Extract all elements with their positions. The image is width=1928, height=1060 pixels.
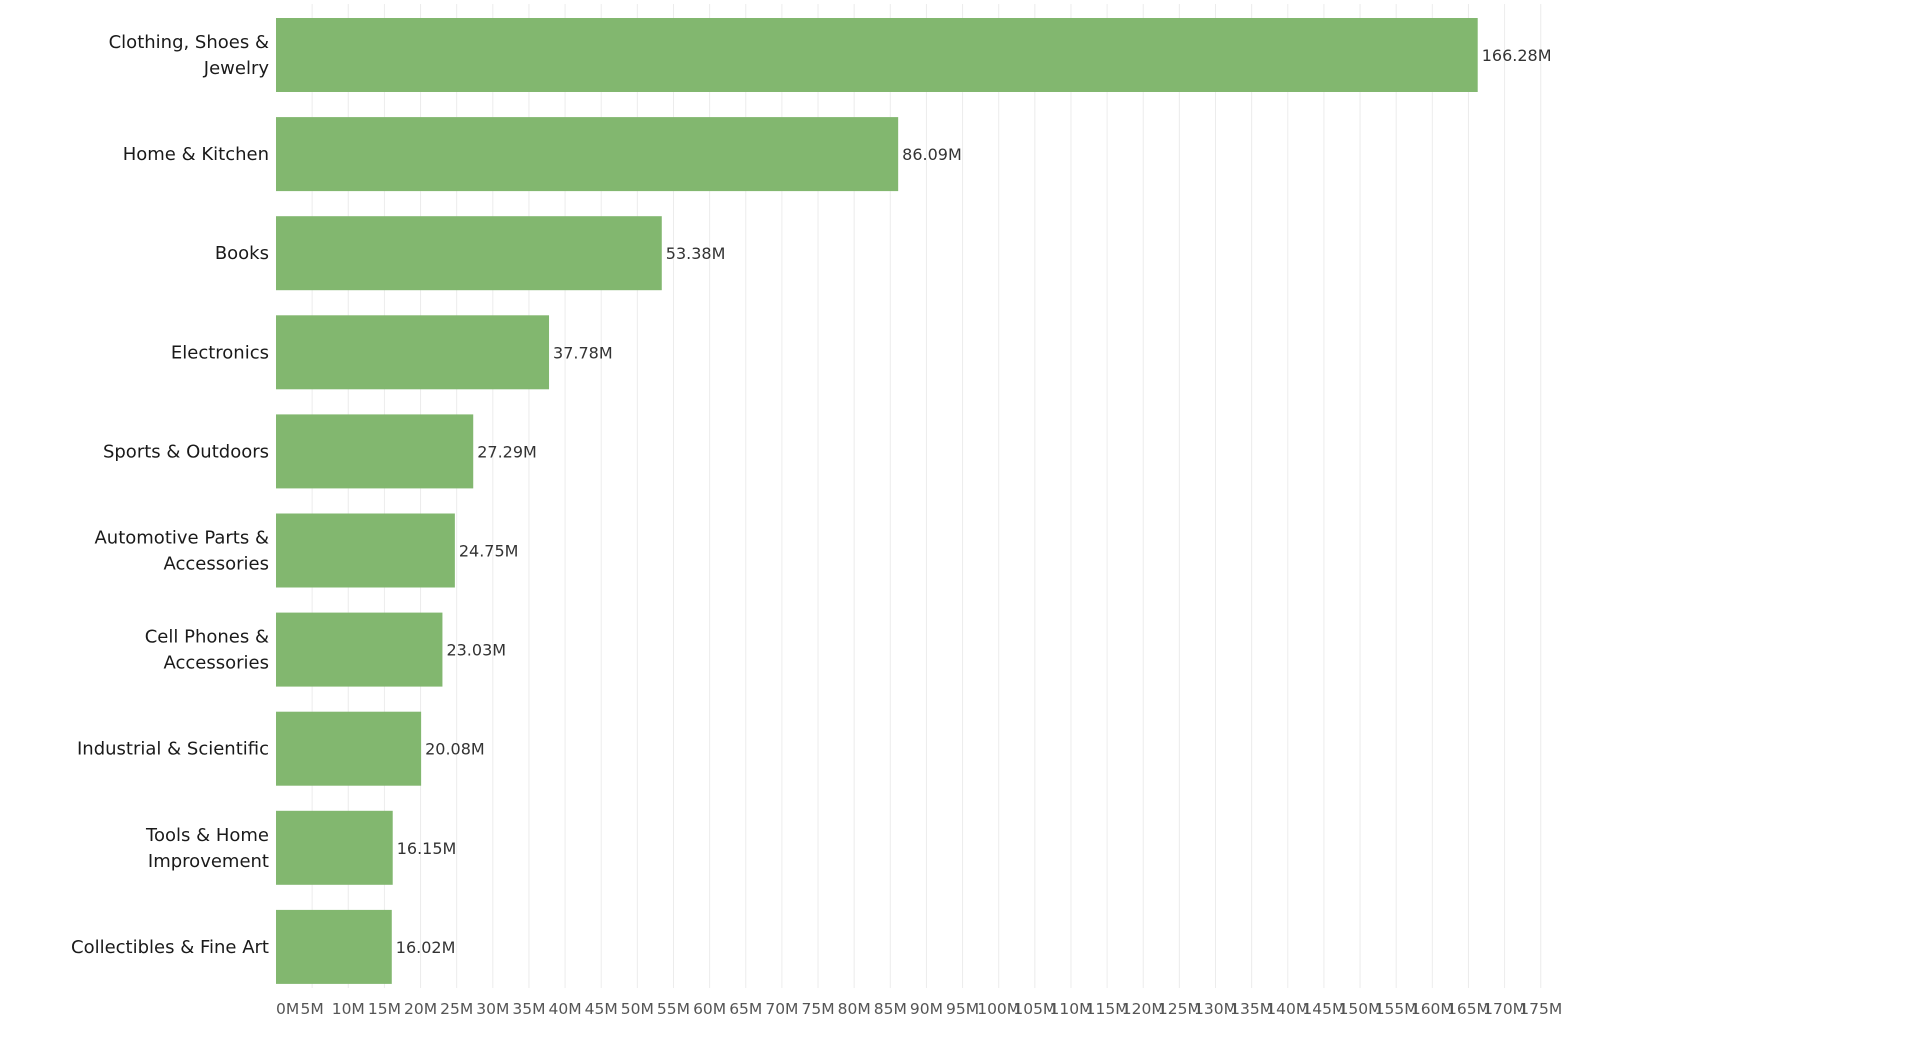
category-label-line: Books [215, 243, 269, 264]
category-label-line: Home & Kitchen [123, 144, 269, 165]
x-tick-label: 100M [977, 1000, 1020, 1018]
data-label: 53.38M [666, 244, 726, 263]
data-label: 24.75M [459, 542, 519, 561]
bar [276, 117, 899, 192]
category-label-line: Collectibles & Fine Art [71, 937, 269, 958]
bar [276, 810, 393, 885]
x-tick-label: 10M [332, 1000, 365, 1018]
category-label: Tools & Home Improvement [145, 825, 269, 872]
category-label-line: Automotive Parts & [94, 528, 269, 549]
category-label-line: Electronics [171, 342, 269, 363]
x-tick-label: 115M [1086, 1000, 1129, 1018]
category-label-line: Improvement [148, 851, 269, 872]
x-tick-label: 90M [910, 1000, 943, 1018]
category-label: Sports & Outdoors [103, 441, 269, 462]
data-label: 16.15M [397, 839, 457, 858]
x-tick-label: 110M [1049, 1000, 1092, 1018]
category-label: Industrial & Scientific [77, 739, 269, 760]
category-label-line: Cell Phones & [145, 627, 269, 648]
category-label: Books [215, 243, 269, 264]
x-tick-label: 65M [729, 1000, 762, 1018]
category-label-line: Accessories [164, 554, 270, 575]
x-tick-label: 15M [368, 1000, 401, 1018]
bar [276, 315, 550, 390]
x-tick-label: 150M [1339, 1000, 1382, 1018]
x-tick-label: 140M [1266, 1000, 1309, 1018]
x-tick-label: 70M [765, 1000, 798, 1018]
data-label: 86.09M [902, 145, 962, 164]
data-label: 37.78M [553, 343, 613, 362]
x-axis-ticks: 0M 5M 10M 15M 20M 25M 30M 35M 40M 45M 50M 55M 60M 65M… [276, 1000, 1562, 1018]
x-tick-label: 165M [1447, 1000, 1490, 1018]
x-tick-label: 135M [1230, 1000, 1273, 1018]
data-label: 20.08M [425, 740, 485, 759]
bar [276, 612, 443, 687]
category-label-line: Sports & Outdoors [103, 441, 269, 462]
x-tick-label: 145M [1302, 1000, 1345, 1018]
category-label: Electronics [171, 342, 269, 363]
bar [276, 909, 392, 984]
x-tick-label: 20M [404, 1000, 437, 1018]
bar [276, 711, 422, 786]
x-tick-label: 5M [301, 1000, 324, 1018]
bar [276, 513, 455, 588]
x-tick-label: 120M [1122, 1000, 1165, 1018]
bar [276, 414, 474, 489]
x-tick-label: 95M [946, 1000, 979, 1018]
category-label-line: Accessories [164, 653, 270, 674]
data-label: 16.02M [396, 938, 456, 957]
category-label: Automotive Parts & Accessories [94, 528, 269, 575]
x-tick-label: 75M [801, 1000, 834, 1018]
x-tick-label: 0M [276, 1000, 299, 1018]
x-tick-label: 155M [1375, 1000, 1418, 1018]
x-tick-label: 50M [621, 1000, 654, 1018]
data-label: 27.29M [477, 442, 537, 461]
x-tick-label: 125M [1158, 1000, 1201, 1018]
x-tick-label: 30M [476, 1000, 509, 1018]
bar [276, 216, 662, 291]
x-tick-label: 130M [1194, 1000, 1237, 1018]
category-label: Cell Phones & Accessories [145, 627, 269, 674]
x-tick-label: 160M [1411, 1000, 1454, 1018]
category-label: Clothing, Shoes & Jewelry [109, 32, 270, 79]
category-label: Collectibles & Fine Art [71, 937, 269, 958]
x-tick-label: 105M [1013, 1000, 1056, 1018]
x-tick-label: 35M [512, 1000, 545, 1018]
category-label: Home & Kitchen [123, 144, 269, 165]
category-labels: Clothing, Shoes & Jewelry Home & Kitchen Bo… [71, 32, 269, 958]
x-tick-label: 80M [838, 1000, 871, 1018]
value-labels: 166.28M 86.09M 53.38M 37.78M 27.29M 24.75M 23.… [396, 46, 1552, 957]
category-label-line: Jewelry [203, 58, 270, 79]
category-label-line: Tools & Home [145, 825, 269, 846]
x-tick-label: 45M [585, 1000, 618, 1018]
x-tick-label: 175M [1519, 1000, 1562, 1018]
data-label: 23.03M [446, 641, 506, 660]
x-tick-label: 25M [440, 1000, 473, 1018]
x-tick-label: 170M [1483, 1000, 1526, 1018]
bar [276, 18, 1478, 92]
category-label-line: Industrial & Scientific [77, 739, 269, 760]
x-tick-label: 55M [657, 1000, 690, 1018]
x-tick-label: 60M [693, 1000, 726, 1018]
x-tick-label: 40M [549, 1000, 582, 1018]
category-label-line: Clothing, Shoes & [109, 32, 269, 53]
x-tick-label: 85M [874, 1000, 907, 1018]
bars [276, 18, 1478, 984]
data-label: 166.28M [1482, 46, 1552, 65]
